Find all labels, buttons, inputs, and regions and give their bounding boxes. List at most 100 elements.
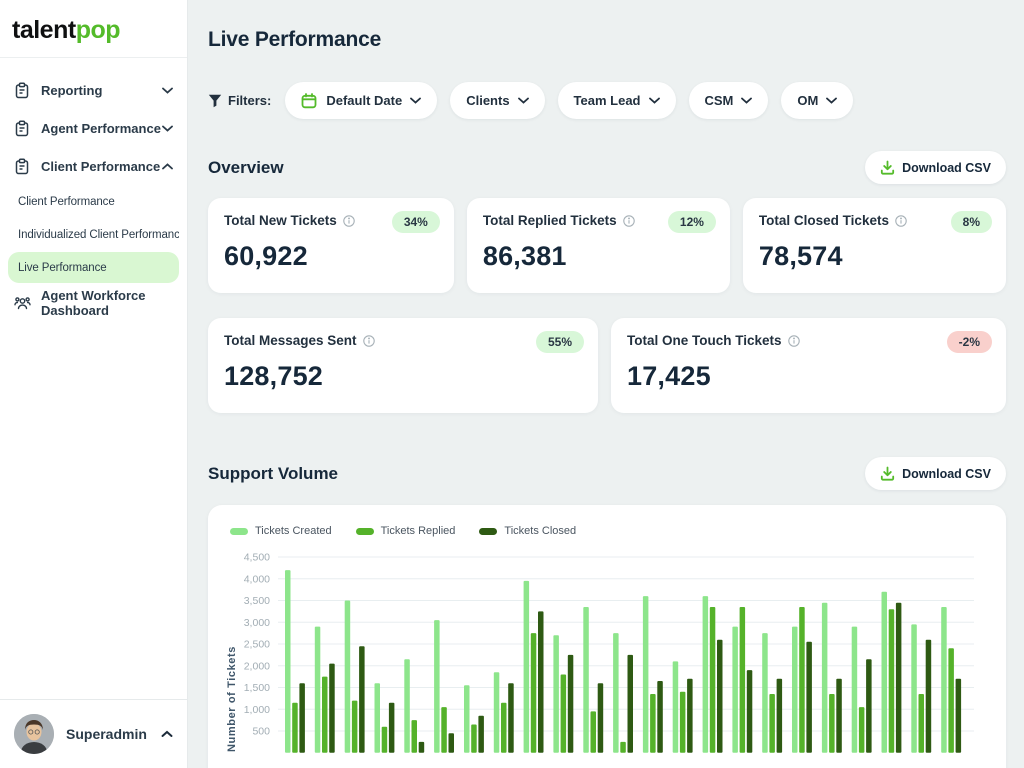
sidebar-item-label: Agent Performance — [41, 120, 161, 136]
status-badge: 8% — [950, 211, 992, 233]
calendar-icon — [301, 92, 317, 109]
filters-bar: Filters: Default Date Clients Team Lead … — [208, 82, 1006, 119]
chevron-down-icon — [162, 87, 173, 94]
support-volume-download-csv-button[interactable]: Download CSV — [865, 457, 1006, 490]
bar-chart: 500 1,000 1,500 2,000 2,500 3,000 3,500 4,000 4,… — [226, 552, 974, 753]
people-icon — [14, 295, 31, 312]
chevron-down-icon — [517, 97, 529, 104]
main-content: Live Performance Filters: Default Date C… — [188, 0, 1024, 768]
svg-text:3,500: 3,500 — [244, 595, 270, 607]
info-icon[interactable] — [362, 334, 375, 347]
sidebar-subitem-client-performance[interactable]: Client Performance — [8, 186, 179, 217]
svg-text:Number of Tickets: Number of Tickets — [226, 646, 238, 752]
overview-cards-row-1: Total New Tickets 34% 60,922 Total Repli… — [208, 198, 1006, 293]
status-badge: 34% — [391, 211, 440, 233]
download-icon — [880, 466, 895, 481]
stat-value: 60,922 — [224, 241, 308, 271]
logo-text-green: pop — [75, 16, 121, 44]
filter-label: Clients — [466, 93, 510, 108]
svg-text:500: 500 — [252, 726, 270, 738]
chevron-down-icon — [741, 97, 753, 104]
stat-value: 78,574 — [758, 241, 843, 271]
sidebar: talentpop Reporting Agent Performance — [0, 0, 188, 768]
filter-label: CSM — [704, 93, 734, 108]
svg-text:2,500: 2,500 — [244, 639, 270, 651]
info-icon[interactable] — [895, 214, 907, 227]
stat-card-total-new-tickets: Total New Tickets 34% 60,922 — [208, 198, 454, 293]
sidebar-item-label: Reporting — [41, 82, 103, 98]
svg-text:1,500: 1,500 — [244, 682, 270, 694]
clipboard-icon — [14, 81, 31, 99]
status-badge: 12% — [667, 211, 716, 233]
overview-header: Overview Download CSV — [208, 151, 1006, 184]
overview-download-csv-button[interactable]: Download CSV — [865, 151, 1006, 184]
chevron-down-icon — [162, 125, 173, 132]
sidebar-item-agent-performance[interactable]: Agent Performance — [8, 110, 179, 146]
download-icon — [880, 160, 895, 175]
filter-om-button[interactable]: OM — [781, 82, 854, 119]
support-volume-chart-card: Tickets Created Tickets Replied Tickets … — [208, 505, 1006, 768]
chevron-down-icon — [826, 97, 838, 104]
info-icon[interactable] — [622, 214, 635, 227]
sidebar-subitem-individualized-client-performance[interactable]: Individualized Client Performance — [8, 219, 179, 250]
legend-item-tickets-closed: Tickets Closed — [479, 525, 576, 537]
legend-swatch-icon — [355, 527, 374, 535]
chevron-up-icon — [162, 162, 173, 170]
filter-team-lead-button[interactable]: Team Lead — [557, 82, 676, 119]
sidebar-item-label: Client Performance — [41, 158, 161, 174]
sidebar-nav: Reporting Agent Performance Client Perfo… — [0, 58, 187, 323]
overview-title: Overview — [208, 157, 284, 177]
page-title: Live Performance — [208, 28, 382, 51]
legend-label: Tickets Replied — [380, 525, 456, 537]
svg-text:3,000: 3,000 — [244, 617, 270, 629]
chevron-up-icon — [161, 730, 173, 738]
stat-value: 17,425 — [627, 361, 711, 391]
clipboard-icon — [14, 157, 31, 175]
overview-cards-row-2: Total Messages Sent 55% 128,752 Total On… — [208, 318, 1006, 413]
stat-card-total-closed-tickets: Total Closed Tickets 8% 78,574 — [742, 198, 1006, 293]
chevron-down-icon — [648, 97, 660, 104]
clipboard-icon — [14, 119, 31, 137]
legend-swatch-icon — [479, 527, 498, 535]
filter-label: OM — [797, 93, 819, 108]
sidebar-item-agent-workforce-dashboard[interactable]: Agent Workforce Dashboard — [8, 285, 179, 321]
logo-text-dark: talent — [12, 16, 76, 44]
support-volume-title: Support Volume — [208, 463, 339, 483]
stat-title: Total One Touch Tickets — [627, 333, 782, 348]
legend-item-tickets-created: Tickets Created — [230, 525, 332, 537]
stat-title: Total Closed Tickets — [758, 213, 889, 228]
filter-label: Default Date — [326, 93, 403, 108]
svg-text:4,500: 4,500 — [244, 552, 270, 564]
status-badge: -2% — [946, 331, 992, 353]
sidebar-subitem-label: Client Performance — [18, 195, 115, 208]
support-volume-header: Support Volume Download CSV — [208, 457, 1006, 490]
stat-card-total-messages-sent: Total Messages Sent 55% 128,752 — [208, 318, 598, 413]
chart-legend: Tickets Created Tickets Replied Tickets … — [222, 521, 992, 537]
stat-title: Total New Tickets — [224, 213, 337, 228]
legend-label: Tickets Closed — [504, 525, 577, 537]
stat-card-total-replied-tickets: Total Replied Tickets 12% 86,381 — [466, 198, 730, 293]
stat-card-total-one-touch-tickets: Total One Touch Tickets -2% 17,425 — [611, 318, 1006, 413]
legend-swatch-icon — [230, 527, 248, 535]
support-volume-chart: 500 1,000 1,500 2,000 2,500 3,000 3,500 4,000 4,… — [222, 549, 992, 768]
sidebar-subitem-label: Live Performance — [18, 261, 107, 274]
status-badge: 55% — [535, 331, 584, 353]
info-icon[interactable] — [787, 334, 800, 347]
stat-title: Total Messages Sent — [224, 333, 357, 348]
sidebar-item-client-performance[interactable]: Client Performance — [8, 148, 179, 184]
legend-label: Tickets Created — [255, 525, 332, 537]
stat-value: 86,381 — [482, 241, 567, 271]
user-menu[interactable]: Superadmin — [0, 699, 187, 768]
filters-label: Filters: — [208, 93, 271, 108]
svg-text:4,000: 4,000 — [244, 573, 270, 585]
info-icon[interactable] — [343, 214, 355, 227]
sidebar-subitem-live-performance[interactable]: Live Performance — [8, 252, 179, 283]
filter-default-date-button[interactable]: Default Date — [285, 82, 438, 119]
avatar — [14, 714, 54, 754]
stat-title: Total Replied Tickets — [482, 213, 617, 228]
stat-value: 128,752 — [224, 361, 323, 391]
filter-csm-button[interactable]: CSM — [688, 82, 769, 119]
filter-clients-button[interactable]: Clients — [450, 82, 545, 119]
sidebar-item-reporting[interactable]: Reporting — [8, 72, 179, 108]
user-name: Superadmin — [66, 726, 147, 742]
